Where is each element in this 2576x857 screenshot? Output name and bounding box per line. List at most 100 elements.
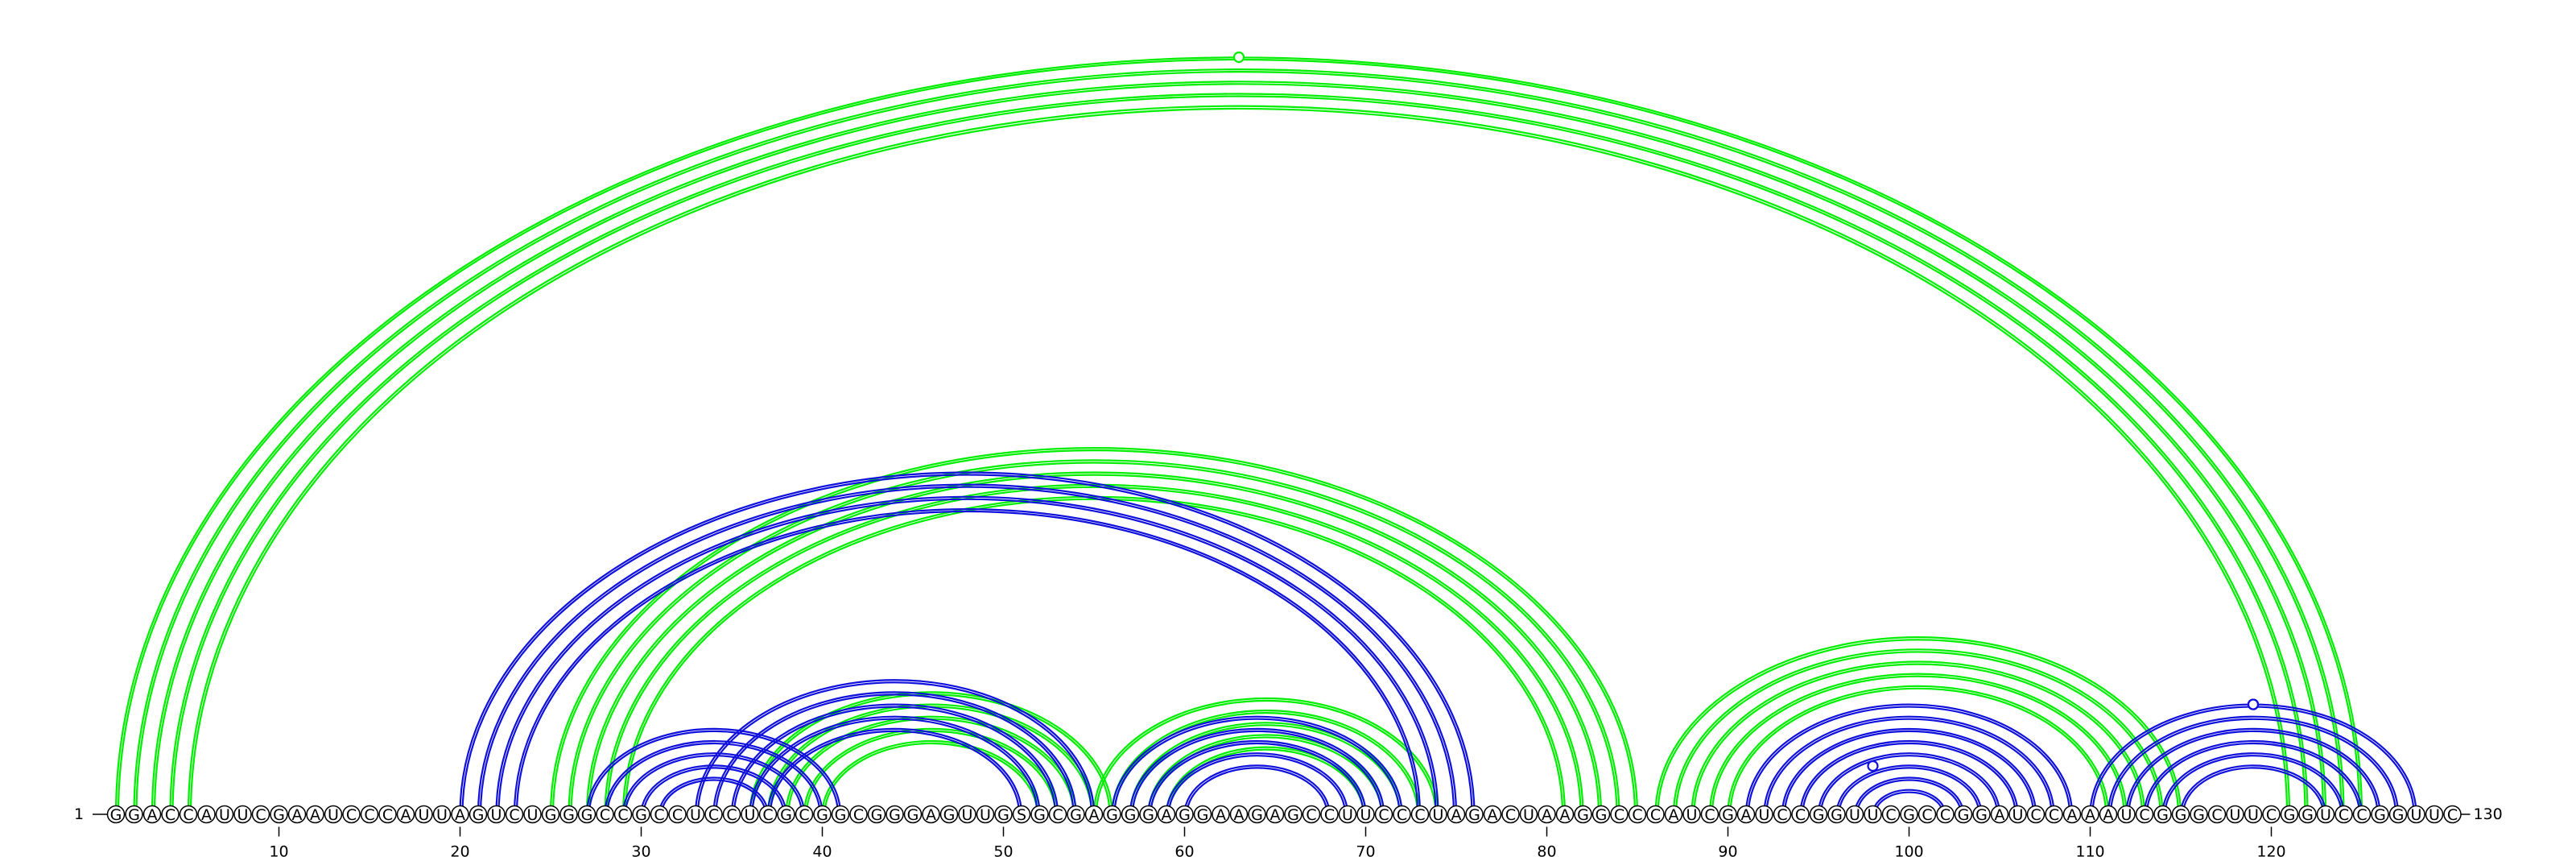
- nucleotide-letter-29: C: [617, 806, 628, 824]
- blue-arc-92-108: [1763, 715, 2055, 815]
- blue-arc-inner-112-126: [2128, 730, 2379, 815]
- blue-arc-37-51: [766, 727, 1023, 815]
- blue-arc-31-37: [658, 776, 770, 815]
- nucleotide-letter-32: C: [672, 806, 683, 824]
- green-arc-inner-57-72: [1131, 724, 1401, 815]
- tick-label-50: 50: [993, 843, 1013, 857]
- green-arc-28-82: [604, 483, 1584, 815]
- nucleotide-circle-77: [1483, 805, 1502, 824]
- nucleotide-letter-68: C: [1324, 806, 1335, 824]
- sequence-start-label: 1: [74, 805, 84, 823]
- nucleotide-circle-79: [1519, 805, 1538, 824]
- nucleotide-circle-20: [451, 805, 469, 824]
- blue-arc-inner-57-71: [1131, 730, 1383, 815]
- nucleotide-circle-69: [1338, 805, 1357, 824]
- tick-label-70: 70: [1356, 843, 1375, 857]
- nucleotide-circle-118: [2226, 805, 2244, 824]
- blue-arc-inner-91-109: [1747, 706, 2071, 815]
- nucleotide-circle-68: [1320, 805, 1339, 824]
- nucleotide-letter-10: G: [273, 806, 285, 824]
- nucleotide-circle-61: [1193, 805, 1212, 824]
- nucleotide-circle-62: [1212, 805, 1230, 824]
- nucleotide-letter-65: A: [1270, 806, 1281, 824]
- nucleotide-letter-118: U: [2230, 806, 2241, 824]
- nucleotide-letter-34: C: [708, 806, 719, 824]
- nucleotide-letter-42: C: [853, 806, 864, 824]
- nucleotide-circle-27: [577, 805, 597, 824]
- green-arc-56-73: [1111, 710, 1422, 815]
- nucleotide-letter-116: G: [2193, 806, 2205, 824]
- green-arc-inner-1-125: [117, 58, 2361, 815]
- nucleotide-circle-123: [2316, 805, 2335, 824]
- nucleotide-letter-69: U: [1342, 806, 1353, 824]
- nucleotide-circle-95: [1809, 805, 1828, 824]
- nucleotide-letter-46: A: [926, 806, 936, 824]
- nucleotide-letter-82: G: [1577, 806, 1589, 824]
- nucleotide-letter-84: C: [1614, 806, 1624, 824]
- nucleotide-letter-1: G: [110, 806, 122, 824]
- green-arc-3-123: [151, 81, 2327, 815]
- nucleotide-letter-94: C: [1795, 806, 1806, 824]
- blue-arc-34-54: [712, 691, 1077, 815]
- nucleotide-circle-59: [1157, 805, 1176, 824]
- nucleotide-circle-73: [1410, 805, 1430, 824]
- green-arc-inner-89-112: [1711, 675, 2125, 815]
- arcs-layer: [114, 51, 2417, 815]
- blue-arc-inner-37-51: [769, 730, 1021, 815]
- blue-arc-inner-31-37: [660, 779, 767, 815]
- blue-arc-95-105: [1817, 752, 2001, 815]
- blue-arc-inner-35-53: [733, 706, 1057, 815]
- nucleotide-circle-55: [1084, 805, 1104, 824]
- nucleotide-letter-12: A: [310, 806, 320, 824]
- blue-arc-115-123: [2179, 764, 2327, 815]
- nucleotide-circle-109: [2062, 805, 2082, 824]
- nucleotide-circle-17: [396, 805, 415, 824]
- nucleotide-letter-112: U: [2121, 806, 2132, 824]
- nucleotide-circle-22: [487, 805, 506, 824]
- nucleotide-circle-33: [686, 805, 705, 824]
- green-arc-26-84: [568, 459, 1620, 815]
- blue-arc-inner-97-103: [1856, 779, 1963, 815]
- nucleotide-letter-53: C: [1052, 806, 1063, 824]
- nucleotide-circle-87: [1664, 805, 1683, 824]
- nucleotide-circle-72: [1393, 805, 1411, 824]
- green-arc-inner-25-85: [551, 449, 1637, 815]
- nucleotide-letter-2: G: [128, 806, 140, 824]
- nucleotide-letter-15: C: [364, 806, 374, 824]
- nucleotide-circle-13: [324, 805, 343, 824]
- nucleotide-letter-79: U: [1523, 806, 1534, 824]
- nucleotide-circle-94: [1791, 805, 1810, 824]
- nucleotide-circle-64: [1248, 805, 1266, 824]
- nucleotide-circle-19: [432, 805, 452, 824]
- nucleotide-letter-47: G: [943, 806, 956, 824]
- tick-label-80: 80: [1537, 843, 1556, 857]
- nucleotide-circle-67: [1302, 805, 1321, 824]
- nucleotide-letter-95: G: [1813, 806, 1825, 824]
- nucleotide-circle-32: [668, 805, 687, 824]
- nucleotide-circle-78: [1501, 805, 1520, 824]
- nucleotide-letter-80: A: [1542, 806, 1552, 824]
- blue-arc-inner-56-72: [1113, 718, 1401, 815]
- green-arc-29-81: [621, 495, 1567, 815]
- nucleotide-circle-103: [1954, 805, 1973, 824]
- nucleotide-letter-91: A: [1741, 806, 1752, 824]
- nucleotide-circle-37: [758, 805, 778, 824]
- nucleotide-circle-76: [1465, 805, 1484, 824]
- nucleotide-letter-96: G: [1831, 806, 1843, 824]
- blue-arc-inner-114-124: [2164, 755, 2343, 815]
- nucleotide-letter-83: G: [1596, 806, 1608, 824]
- nucleotide-letter-8: U: [237, 806, 249, 824]
- nucleotide-circle-10: [270, 805, 288, 824]
- nucleotide-circle-50: [994, 805, 1013, 824]
- green-arc-5-121: [187, 105, 2291, 815]
- blue-arc-59-69: [1165, 752, 1349, 815]
- nucleotide-circle-117: [2207, 805, 2227, 824]
- green-arc-inner-2-124: [135, 71, 2343, 815]
- nucleotide-letter-102: C: [1940, 806, 1951, 824]
- nucleotide-circle-26: [559, 805, 578, 824]
- nucleotide-circle-102: [1936, 805, 1955, 824]
- nucleotide-letter-120: C: [2266, 806, 2277, 824]
- nucleotide-circle-34: [704, 805, 723, 824]
- nucleotide-circle-1: [106, 805, 126, 824]
